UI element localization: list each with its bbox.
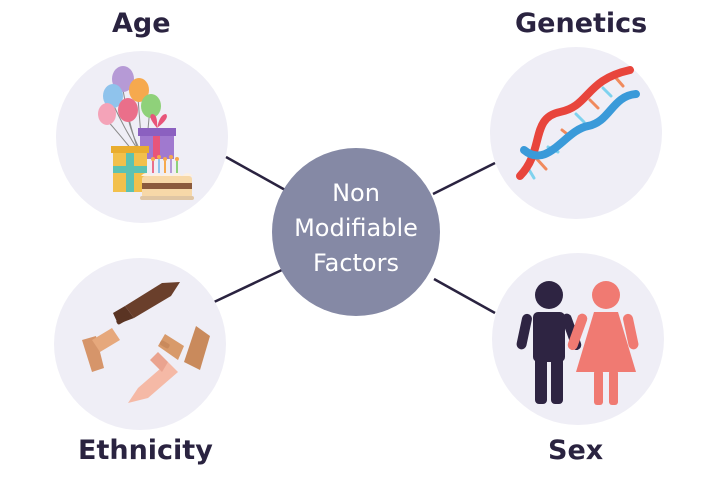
center-title-line-2: Modifiable	[294, 214, 418, 242]
genetics-label: Genetics	[515, 8, 648, 39]
age-label: Age	[112, 8, 171, 39]
diverse-hands-icon	[82, 282, 210, 403]
connector-genetics	[432, 161, 496, 196]
center-title-line-1: Non	[332, 179, 380, 207]
sex-label: Sex	[548, 435, 604, 466]
connector-sex	[433, 277, 496, 315]
connector-ethnicity	[211, 267, 285, 305]
center-title-line-3: Factors	[313, 249, 399, 277]
balloons-gifts-cake-icon	[98, 66, 194, 200]
man-woman-icon	[516, 281, 639, 405]
ethnicity-label: Ethnicity	[78, 435, 213, 466]
center-title: Non Modifiable Factors	[281, 176, 431, 281]
dna-helix-icon	[516, 66, 640, 180]
connector-age	[225, 155, 288, 193]
ethnicity-circle	[54, 258, 226, 430]
center-circle	[272, 148, 440, 316]
